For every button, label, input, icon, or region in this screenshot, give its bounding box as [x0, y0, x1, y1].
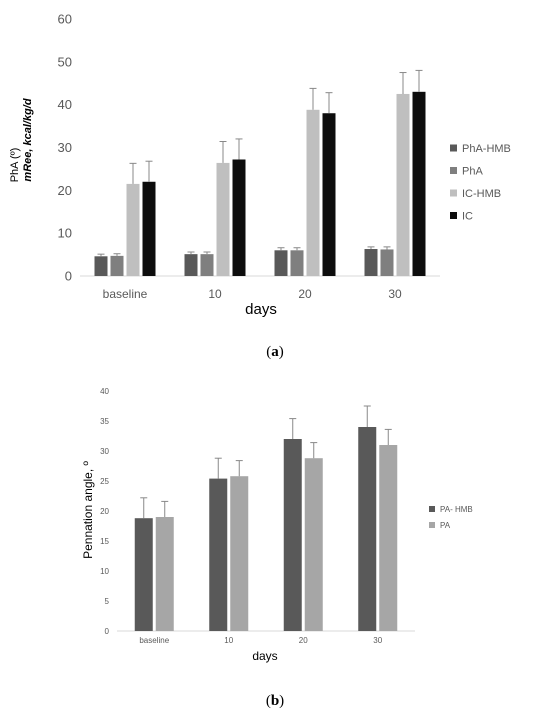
- chart-a-ylabel-line1: PhA (º): [9, 148, 21, 183]
- chart-b-legend-swatch: [429, 522, 435, 528]
- chart-a-ytick-label: 50: [58, 54, 72, 69]
- chart-a-legend-swatch: [450, 189, 457, 197]
- chart-b-xtick-label: 20: [299, 636, 308, 645]
- chart-a-legend-swatch: [450, 167, 457, 174]
- chart-a-bar: [364, 249, 378, 276]
- chart-b-ytick-label: 10: [100, 567, 109, 576]
- chart-a-bar: [290, 250, 304, 276]
- chart-b-bar: [209, 478, 228, 631]
- chart-a-bar: [322, 113, 336, 276]
- chart-b-legend-label: PA: [440, 521, 451, 530]
- chart-b-ylabel: Pennation angle, º: [81, 460, 95, 558]
- chart-b-bar: [358, 427, 377, 631]
- chart-a-legend-label: IC-HMB: [462, 188, 501, 200]
- chart-b-caption: (b): [266, 693, 284, 709]
- chart-a-ylabel-line2: mRee, kcal/kg/d: [22, 98, 34, 181]
- chart-a-ytick-label: 30: [58, 140, 72, 155]
- chart-a-bar: [110, 255, 124, 276]
- chart-a-legend-label: PhA-HMB: [462, 143, 511, 155]
- chart-b-xlabel: days: [252, 649, 277, 663]
- chart-a-xlabel: days: [245, 301, 277, 318]
- chart-a-bar: [380, 249, 394, 276]
- chart-b-ytick-label: 25: [100, 477, 109, 486]
- chart-a-legend-swatch: [450, 144, 457, 152]
- chart-b-legend-label: PA- HMB: [440, 505, 473, 514]
- chart-a-bar: [306, 109, 320, 276]
- chart-b-bar: [304, 458, 323, 631]
- chart-a-ytick-label: 0: [65, 269, 72, 284]
- chart-b-ytick-label: 35: [100, 417, 109, 426]
- chart-b-xtick-label: 10: [224, 636, 233, 645]
- chart-a-bar: [142, 181, 156, 276]
- chart-b-bar: [134, 518, 153, 631]
- chart-a-xtick-label: 30: [388, 287, 402, 301]
- chart-a-xtick-label: baseline: [103, 287, 148, 301]
- chart-b-ytick-label: 20: [100, 507, 109, 516]
- chart-a-x-ticks: baseline 10 20 30: [103, 287, 402, 301]
- chart-a-legend: PhA-HMB PhA IC-HMB IC: [450, 143, 511, 222]
- chart-b-bars: [134, 405, 398, 631]
- chart-a-legend-label: PhA: [462, 165, 483, 177]
- chart-b-ytick-label: 0: [105, 627, 110, 636]
- chart-a-bar: [396, 93, 410, 276]
- chart-a-xtick-label: 20: [298, 287, 312, 301]
- chart-b-bar: [379, 445, 398, 631]
- chart-b-ytick-label: 40: [100, 387, 109, 396]
- chart-b-y-ticks: 0 5 10 15 20 25 30 35 40: [100, 387, 109, 636]
- chart-a-ytick-label: 60: [58, 12, 72, 27]
- chart-a-bar: [94, 256, 108, 276]
- chart-a-bar: [412, 91, 426, 276]
- chart-a-ytick-label: 10: [58, 226, 72, 241]
- chart-a-bar: [200, 254, 214, 276]
- chart-b-xtick-label: baseline: [139, 636, 169, 645]
- chart-a-bar: [274, 250, 288, 276]
- chart-b-ytick-label: 15: [100, 537, 109, 546]
- chart-b-ytick-label: 30: [100, 447, 109, 456]
- chart-b-xtick-label: 30: [373, 636, 382, 645]
- chart-b-bar: [155, 517, 174, 631]
- chart-a-xtick-label: 10: [208, 287, 222, 301]
- chart-a-bar: [126, 183, 140, 276]
- chart-a-bar: [216, 162, 230, 276]
- chart-b-bar: [230, 476, 249, 631]
- chart-a-caption: (a): [266, 344, 284, 360]
- chart-b-x-ticks: baseline 10 20 30: [139, 636, 382, 645]
- chart-a-y-ticks: 0 10 20 30 40 50 60: [58, 12, 72, 284]
- chart-a: 0 10 20 30 40 50 60 baseline 10 20 30 PhA-HMB PhA I…: [9, 12, 511, 360]
- chart-a-ytick-label: 40: [58, 97, 72, 112]
- chart-a-bar: [232, 159, 246, 276]
- chart-a-legend-label: IC: [462, 210, 473, 222]
- chart-a-ytick-label: 20: [58, 183, 72, 198]
- chart-b-legend: PA- HMB PA: [429, 505, 473, 530]
- chart-b-bar: [283, 439, 302, 631]
- chart-a-legend-swatch: [450, 212, 457, 219]
- chart-a-bar: [184, 254, 198, 276]
- chart-b-ytick-label: 5: [105, 597, 110, 606]
- chart-a-bars: [94, 69, 426, 276]
- chart-b-legend-swatch: [429, 506, 435, 512]
